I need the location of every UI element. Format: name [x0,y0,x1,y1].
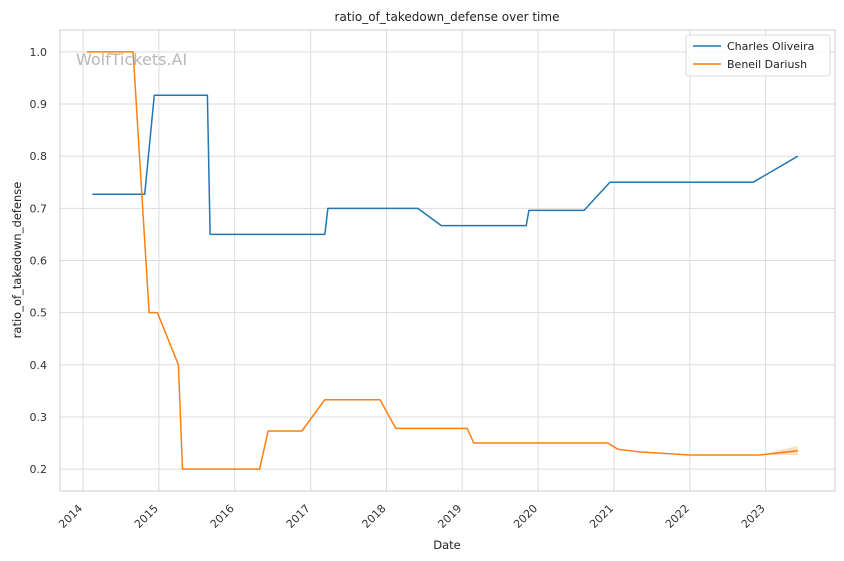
y-tick-label: 0.4 [30,359,48,372]
y-tick-label: 0.7 [30,202,48,215]
y-tick-label: 0.2 [30,463,48,476]
y-tick-label: 1.0 [30,46,48,59]
x-tick-label: 2021 [587,502,616,531]
y-tick-label: 0.9 [30,98,48,111]
legend-box [685,34,831,77]
y-tick-label: 0.5 [30,307,48,320]
series-line-dariush [87,51,798,470]
legend: Charles Oliveira Beneil Dariush [685,34,831,77]
y-tick-label: 0.3 [30,411,48,424]
x-tick-label: 2017 [284,502,313,531]
x-tick-label: 2018 [360,502,389,531]
series-line-oliveira [92,94,799,236]
y-tick-label: 0.6 [30,255,48,268]
x-tick-label: 2023 [739,502,768,531]
x-tick-labels: 2014 2015 2016 2017 2018 2019 2020 2021 2022 2023 [56,502,768,531]
watermark-text: WolfTickets.AI [76,50,187,69]
y-tick-label: 0.8 [30,150,48,163]
series-group [87,51,799,470]
y-tick-labels: 0.2 0.3 0.4 0.5 0.6 0.7 0.8 0.9 1.0 [30,46,48,476]
legend-label-dariush: Beneil Dariush [727,58,807,71]
x-tick-label: 2019 [435,502,464,531]
x-axis-title: Date [433,538,461,552]
x-tick-label: 2016 [208,502,237,531]
chart-title: ratio_of_takedown_defense over time [335,10,560,24]
legend-label-oliveira: Charles Oliveira [727,40,814,53]
x-tick-label: 2015 [132,502,161,531]
x-tick-label: 2014 [56,502,85,531]
x-tick-label: 2022 [663,502,692,531]
x-tick-label: 2020 [511,502,540,531]
confidence-band [759,445,798,456]
plot-frame [59,29,836,492]
y-axis-title: ratio_of_takedown_defense [10,182,24,339]
